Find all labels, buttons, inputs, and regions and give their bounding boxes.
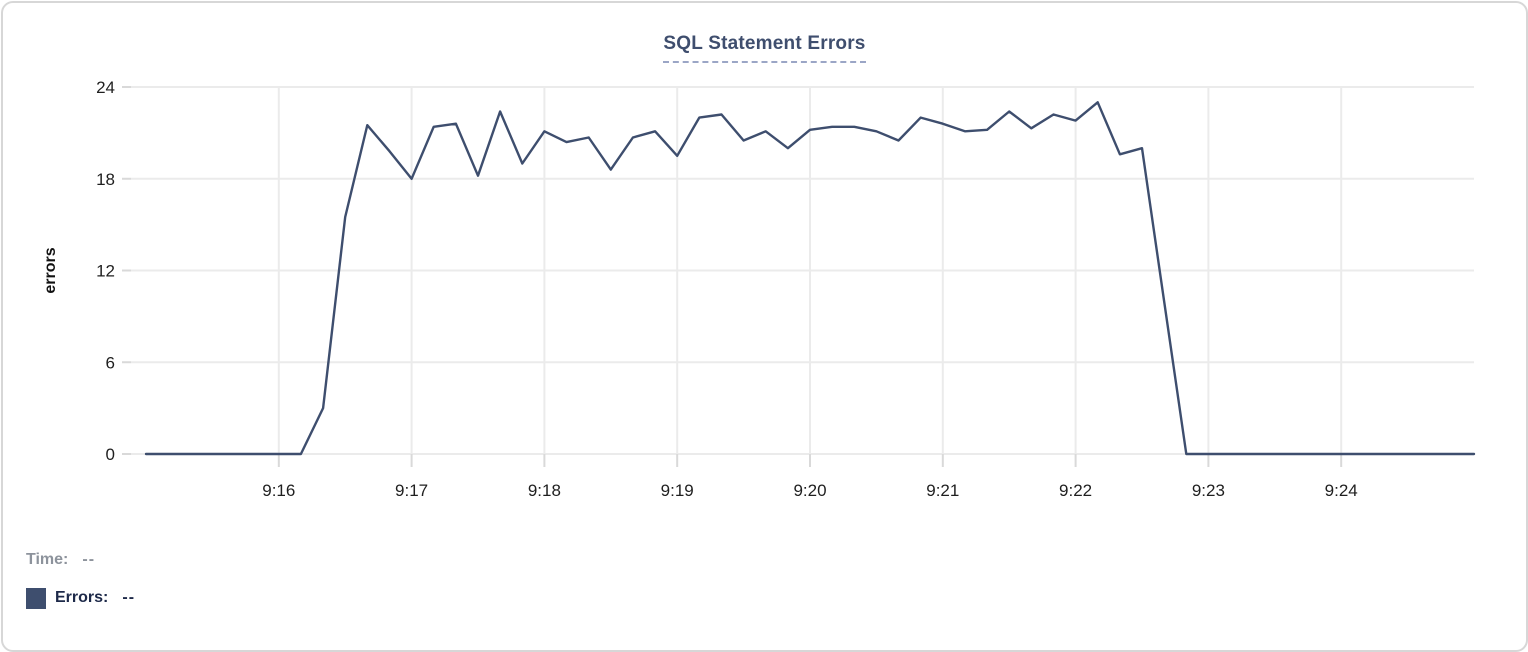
x-tick-label: 9:19 [661,481,694,500]
y-tick-label: 18 [96,170,115,189]
legend-errors-value: -- [122,589,136,606]
legend-errors-row: Errors: -- [26,586,135,610]
chart-title[interactable]: SQL Statement Errors [663,33,866,63]
legend-time-value: -- [82,551,96,568]
sql-errors-line-chart[interactable]: 0 6 12 18 24 9:16 9:17 9:18 9:19 9:20 9:21 9:22 9:23… [3,3,1528,652]
legend-errors-label: Errors: [55,589,109,606]
errors-series-swatch-icon [26,587,46,609]
x-tick-label: 9:21 [926,481,959,500]
x-tick-label: 9:16 [262,481,295,500]
x-tick-label: 9:23 [1192,481,1225,500]
x-tick-label: 9:20 [793,481,826,500]
chart-title-wrap: SQL Statement Errors [3,33,1526,63]
chart-legend: Time: -- Errors: -- [26,548,135,610]
legend-time-row: Time: -- [26,548,135,572]
y-axis-label: errors [42,247,59,293]
y-tick-label: 24 [96,78,115,97]
x-tick-label: 9:17 [395,481,428,500]
x-tick-label: 9:24 [1325,481,1358,500]
legend-time-label: Time: [26,551,69,568]
x-tick-label: 9:22 [1059,481,1092,500]
y-tick-label: 12 [96,262,115,281]
y-tick-label: 6 [106,353,115,372]
x-tick-label: 9:18 [528,481,561,500]
errors-series-line [144,101,1476,456]
y-tick-label: 0 [106,445,115,464]
